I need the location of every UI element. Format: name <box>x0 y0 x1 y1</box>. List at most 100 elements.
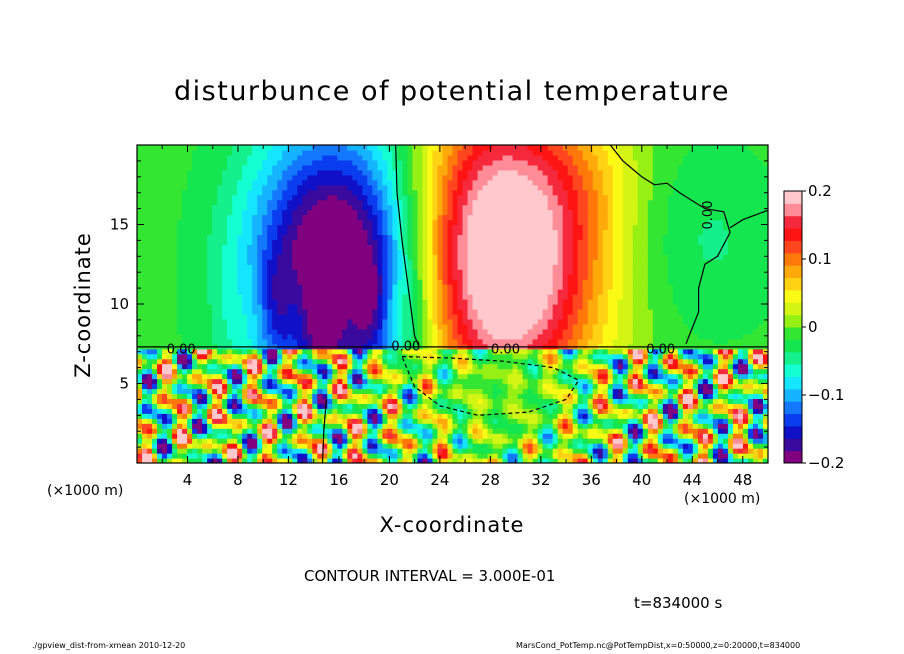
field-cell <box>292 159 298 166</box>
field-cell <box>252 299 258 305</box>
field-cell <box>137 433 143 439</box>
field-cell <box>232 378 238 385</box>
field-cell <box>177 433 183 439</box>
field-cell <box>267 443 273 449</box>
field-cell <box>197 423 203 429</box>
field-cell <box>307 189 313 196</box>
field-cell <box>282 174 288 181</box>
field-cell <box>472 234 479 241</box>
field-cell <box>457 423 464 429</box>
field-cell <box>237 398 243 404</box>
field-cell <box>347 145 353 151</box>
field-cell <box>242 149 248 156</box>
field-cell <box>482 388 489 395</box>
field-cell <box>322 328 328 335</box>
field-cell <box>177 448 183 454</box>
field-cell <box>487 304 494 310</box>
field-cell <box>477 383 484 390</box>
field-cell <box>372 145 378 151</box>
field-cell <box>257 358 263 365</box>
field-cell <box>367 304 373 310</box>
field-cell <box>177 284 183 290</box>
field-cell <box>172 184 178 191</box>
field-cell <box>492 423 499 429</box>
field-cell <box>482 269 489 275</box>
field-cell <box>187 308 193 315</box>
field-cell <box>142 149 148 156</box>
field-cell <box>162 358 168 365</box>
field-cell <box>307 458 313 463</box>
field-cell <box>507 169 514 176</box>
field-cell <box>167 264 173 270</box>
field-cell <box>332 388 338 395</box>
field-cell <box>347 403 353 409</box>
field-cell <box>452 308 459 315</box>
field-cell <box>242 145 248 151</box>
field-cell <box>457 289 464 295</box>
field-cell <box>347 154 353 161</box>
field-cell <box>142 184 148 191</box>
field-cell <box>242 438 248 444</box>
field-cell <box>452 224 459 231</box>
field-cell <box>227 194 233 201</box>
field-cell <box>247 368 253 375</box>
field-cell <box>257 284 263 290</box>
field-cell <box>232 154 238 161</box>
field-cell <box>312 219 318 226</box>
field-cell <box>142 433 148 439</box>
field-cell <box>347 423 353 429</box>
field-cell <box>307 174 313 181</box>
field-cell <box>307 403 313 409</box>
field-cell <box>267 269 273 275</box>
field-cell <box>202 274 208 280</box>
field-cell <box>522 154 529 161</box>
field-cell <box>402 269 409 275</box>
field-cell <box>187 219 193 226</box>
field-cell <box>212 318 218 325</box>
field-cell <box>282 443 288 449</box>
field-cell <box>487 259 494 265</box>
field-cell <box>277 438 283 444</box>
field-cell <box>257 234 263 241</box>
field-cell <box>452 244 459 250</box>
field-cell <box>257 348 263 355</box>
field-cell <box>422 204 429 211</box>
field-cell <box>477 438 484 444</box>
field-cell <box>242 239 248 245</box>
field-cell <box>267 393 273 400</box>
field-cell <box>212 184 218 191</box>
field-cell <box>212 209 218 216</box>
field-cell <box>217 458 223 463</box>
field-cell <box>182 378 188 385</box>
field-cell <box>152 284 158 290</box>
field-cell <box>142 194 148 201</box>
field-cell <box>297 388 303 395</box>
field-cell <box>412 453 419 459</box>
field-cell <box>342 269 348 275</box>
field-cell <box>442 413 449 419</box>
field-cell <box>312 328 318 335</box>
field-cell <box>417 219 424 226</box>
field-cell <box>477 254 484 260</box>
field-cell <box>272 388 278 395</box>
field-cell <box>432 159 439 166</box>
field-cell <box>277 274 283 280</box>
field-cell <box>157 323 163 330</box>
field-cell <box>177 398 183 404</box>
field-cell <box>412 403 419 409</box>
field-cell <box>227 209 233 216</box>
field-cell <box>397 259 404 265</box>
field-cell <box>512 149 519 156</box>
field-cell <box>197 239 203 245</box>
field-cell <box>197 433 203 439</box>
field-cell <box>247 438 253 444</box>
field-cell <box>367 249 373 255</box>
field-cell <box>462 348 469 355</box>
field-cell <box>182 353 188 360</box>
field-cell <box>212 214 218 221</box>
field-cell <box>477 239 484 245</box>
field-cell <box>262 313 268 320</box>
field-cell <box>157 403 163 409</box>
field-cell <box>497 438 504 444</box>
field-cell <box>517 448 524 454</box>
